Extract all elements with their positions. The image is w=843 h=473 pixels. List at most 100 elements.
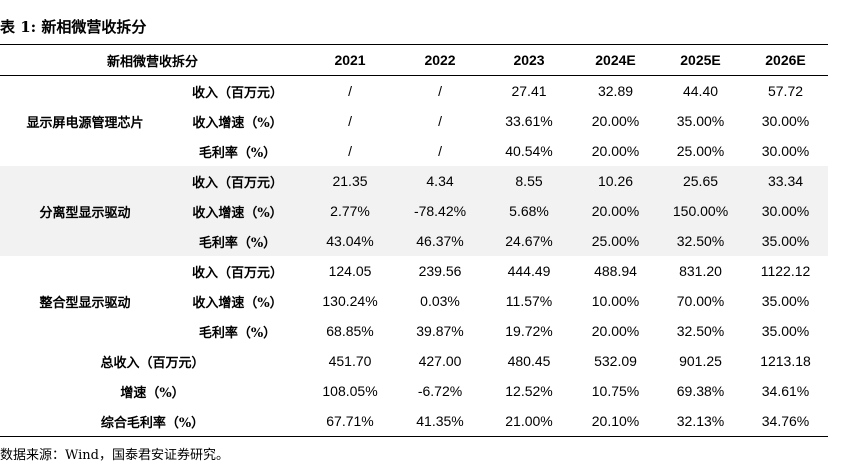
value-cell: 20.00%: [591, 113, 640, 129]
value-cell: 11.57%: [505, 293, 553, 309]
total-label: 总收入（百万元）: [100, 355, 205, 371]
data-row: 收入增速（%） 2.77% -78.42% 5.68% 20.00% 150.00% 30.…: [0, 196, 829, 226]
metric-label: 毛利率（%）: [170, 226, 306, 256]
value-cell: 46.37%: [395, 226, 486, 256]
metric-label: 毛利率（%）: [198, 145, 277, 161]
revenue-table: 新相微营收拆分 2021 2022 2023 2024E 2025E 2026E 显示屏电源…: [0, 44, 829, 437]
group-label: 整合型显示驱动: [39, 295, 131, 311]
value-cell: 32.13%: [676, 413, 725, 429]
value-cell: 4.34: [395, 166, 486, 196]
header-cell: 2021: [305, 44, 396, 76]
value-cell: 12.52%: [505, 383, 553, 399]
value-cell: 25.65: [658, 166, 744, 196]
value-cell: 39.87%: [416, 323, 464, 339]
total-row: 综合毛利率（%） 67.71% 41.35% 21.00% 20.10% 32.13% 34…: [0, 406, 829, 437]
value-cell: 21.00%: [505, 413, 553, 429]
header-cell: 2022: [395, 44, 486, 76]
value-cell: 27.41: [511, 83, 547, 99]
value-cell: 25.00%: [573, 226, 659, 256]
value-cell: 69.38%: [676, 383, 725, 399]
value-cell: 150.00%: [658, 196, 744, 226]
value-cell: 34.76%: [761, 413, 810, 429]
value-cell: 444.49: [507, 263, 551, 279]
value-cell: /: [348, 143, 352, 159]
value-cell: 30.00%: [743, 196, 829, 226]
value-cell: 32.50%: [676, 323, 725, 339]
value-cell: 70.00%: [676, 293, 725, 309]
data-row: 整合型显示驱动 收入（百万元） 124.05 239.56 444.49 488.94 83…: [0, 256, 828, 311]
value-cell: 239.56: [418, 263, 462, 279]
data-row: 收入增速（%） 130.24% 0.03% 11.57% 10.00% 70.00% 35.…: [0, 286, 828, 316]
value-cell: 2.77%: [305, 196, 396, 226]
data-row: 显示屏电源管理芯片 收入（百万元） / / 27.41 32.89 44.40 57.72: [0, 76, 828, 131]
header-cell: 2026E: [743, 44, 829, 76]
value-cell: 1122.12: [760, 263, 811, 279]
value-cell: 901.25: [679, 353, 722, 369]
data-row: 毛利率（%） 68.85% 39.87% 19.72% 20.00% 32.50% 35.0…: [0, 316, 828, 346]
total-label: 综合毛利率（%）: [100, 415, 205, 431]
header-cell: 新相微营收拆分: [0, 44, 306, 76]
value-cell: 130.24%: [322, 293, 378, 309]
value-cell: 33.34: [743, 166, 829, 196]
metric-label: 收入增速（%）: [192, 295, 283, 311]
value-cell: -6.72%: [417, 383, 463, 399]
value-cell: 30.00%: [761, 113, 810, 129]
value-cell: /: [438, 143, 442, 159]
value-cell: 24.67%: [485, 226, 574, 256]
value-cell: -78.42%: [395, 196, 486, 226]
value-cell: 20.10%: [591, 413, 640, 429]
metric-label: 毛利率（%）: [198, 325, 277, 341]
value-cell: 21.35: [305, 166, 396, 196]
data-row: 毛利率（%） 43.04% 46.37% 24.67% 25.00% 32.50% 35.0…: [0, 226, 829, 256]
value-cell: /: [438, 113, 442, 129]
value-cell: 68.85%: [326, 323, 374, 339]
value-cell: 5.68%: [485, 196, 574, 226]
data-row: 分离型显示驱动 收入（百万元） 21.35 4.34 8.55 10.26 25.65 33.…: [0, 166, 829, 256]
source-note: 数据来源：Wind，国泰君安证券研究。: [0, 448, 229, 463]
value-cell: 8.55: [485, 166, 574, 196]
metric-label: 收入（百万元）: [170, 166, 306, 196]
total-label: 增速（%）: [120, 385, 185, 401]
metric-label: 收入（百万元）: [192, 265, 284, 281]
value-cell: 532.09: [594, 353, 637, 369]
table-body: 显示屏电源管理芯片 收入（百万元） //27.41 32.89 44.40 57.72 收入…: [0, 76, 829, 437]
data-row: 毛利率（%） / / 40.54% 20.00% 25.00% 30.00%: [0, 136, 828, 166]
value-cell: 488.94: [594, 263, 637, 279]
value-cell: 10.75%: [591, 383, 640, 399]
value-cell: 41.35%: [416, 413, 464, 429]
table-title: 表 1: 新相微营收拆分: [0, 18, 147, 36]
value-cell: 32.50%: [658, 226, 744, 256]
value-cell: 33.61%: [505, 113, 553, 129]
value-cell: 427.00: [418, 353, 462, 369]
value-cell: 32.89: [597, 83, 634, 99]
value-cell: 30.00%: [761, 143, 810, 159]
value-cell: 40.54%: [505, 143, 553, 159]
value-cell: 1213.18: [760, 353, 811, 369]
value-cell: 25.00%: [676, 143, 725, 159]
value-cell: 67.71%: [326, 413, 374, 429]
value-cell: 480.45: [507, 353, 551, 369]
value-cell: 35.00%: [761, 293, 810, 309]
value-cell: 34.61%: [761, 383, 810, 399]
value-cell: 35.00%: [676, 113, 725, 129]
value-cell: 20.00%: [591, 323, 640, 339]
value-cell: 108.05%: [322, 383, 378, 399]
value-cell: 831.20: [679, 263, 722, 279]
metric-label: 收入增速（%）: [170, 196, 306, 226]
value-cell: /: [348, 113, 352, 129]
value-cell: 20.00%: [573, 196, 659, 226]
value-cell: 57.72: [767, 83, 804, 99]
metric-label: 收入增速（%）: [192, 115, 283, 131]
data-row: 收入增速（%） / / 33.61% 20.00% 35.00% 30.00%: [0, 106, 828, 136]
value-cell: 124.05: [328, 263, 372, 279]
total-row: 总收入（百万元） 451.70 427.00 480.45 532.09 901.25 12…: [0, 346, 828, 376]
value-cell: /: [348, 83, 352, 99]
value-cell: 35.00%: [761, 323, 810, 339]
value-cell: 43.04%: [305, 226, 396, 256]
metric-label: 收入（百万元）: [192, 85, 284, 101]
value-cell: 10.00%: [591, 293, 640, 309]
value-cell: 44.40: [682, 83, 719, 99]
value-cell: 451.70: [328, 353, 372, 369]
value-cell: 19.72%: [505, 323, 553, 339]
